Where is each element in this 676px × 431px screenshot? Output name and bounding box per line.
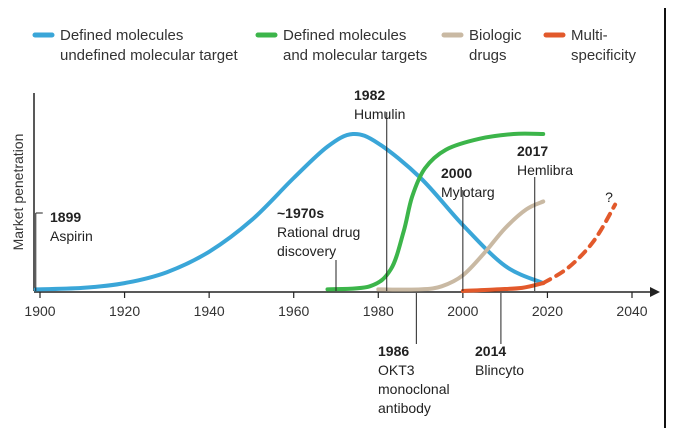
annotation-text: Mylotarg <box>441 184 495 200</box>
annotation-text: Blincyto <box>475 362 524 378</box>
x-tick-label: 1960 <box>278 303 309 319</box>
legend-label: Defined molecules <box>60 27 183 44</box>
legend-label: and molecular targets <box>283 47 427 64</box>
series-line-2 <box>376 199 546 292</box>
annotation-year: 2017 <box>517 143 548 159</box>
annotations: 1899 Aspirin ~1970s Rational drug discovery 1… <box>35 87 613 416</box>
series-line-1 <box>325 131 546 292</box>
series-line-4 <box>541 202 618 286</box>
x-tick-label: 2020 <box>532 303 563 319</box>
annotation-year: 1986 <box>378 343 409 359</box>
x-tick-label: 1920 <box>109 303 140 319</box>
axes: 1900 1920 1940 1960 1980 2000 2020 2040 Market p… <box>10 93 660 319</box>
x-axis-arrow <box>650 287 660 297</box>
annotation-text: Rational drug <box>277 224 360 240</box>
x-tick-label: 1940 <box>194 303 225 319</box>
y-axis-label: Market penetration <box>10 134 26 251</box>
x-tick-label: 2000 <box>447 303 478 319</box>
legend-label: Defined molecules <box>283 27 406 44</box>
annotation-text: discovery <box>277 243 336 259</box>
series-line-0 <box>33 131 546 292</box>
legend-label: drugs <box>469 47 507 64</box>
annotation-year: 1982 <box>354 87 385 103</box>
annotation-text: Aspirin <box>50 228 93 244</box>
legend-label: Biologic <box>469 27 522 44</box>
annotation-text: OKT3 <box>378 362 415 378</box>
legend-label: specificity <box>571 47 637 64</box>
legend-label: Multi- <box>571 27 608 44</box>
annotation-text: Humulin <box>354 106 405 122</box>
annotation-text: antibody <box>378 400 431 416</box>
x-tick-label: 1900 <box>24 303 55 319</box>
annotation-text: ? <box>605 189 613 205</box>
legend: Defined molecules undefined molecular tar… <box>32 27 637 64</box>
x-tick-label: 1980 <box>363 303 394 319</box>
annotation-text: Hemlibra <box>517 162 573 178</box>
series-line-3 <box>460 281 546 293</box>
annotation-year: 2000 <box>441 165 472 181</box>
annotation-year: ~1970s <box>277 205 324 221</box>
series-group <box>33 131 618 293</box>
annotation-text: monoclonal <box>378 381 450 397</box>
x-tick-label: 2040 <box>616 303 647 319</box>
annotation-year: 2014 <box>475 343 506 359</box>
annotation-year: 1899 <box>50 209 81 225</box>
legend-label: undefined molecular target <box>60 47 238 64</box>
